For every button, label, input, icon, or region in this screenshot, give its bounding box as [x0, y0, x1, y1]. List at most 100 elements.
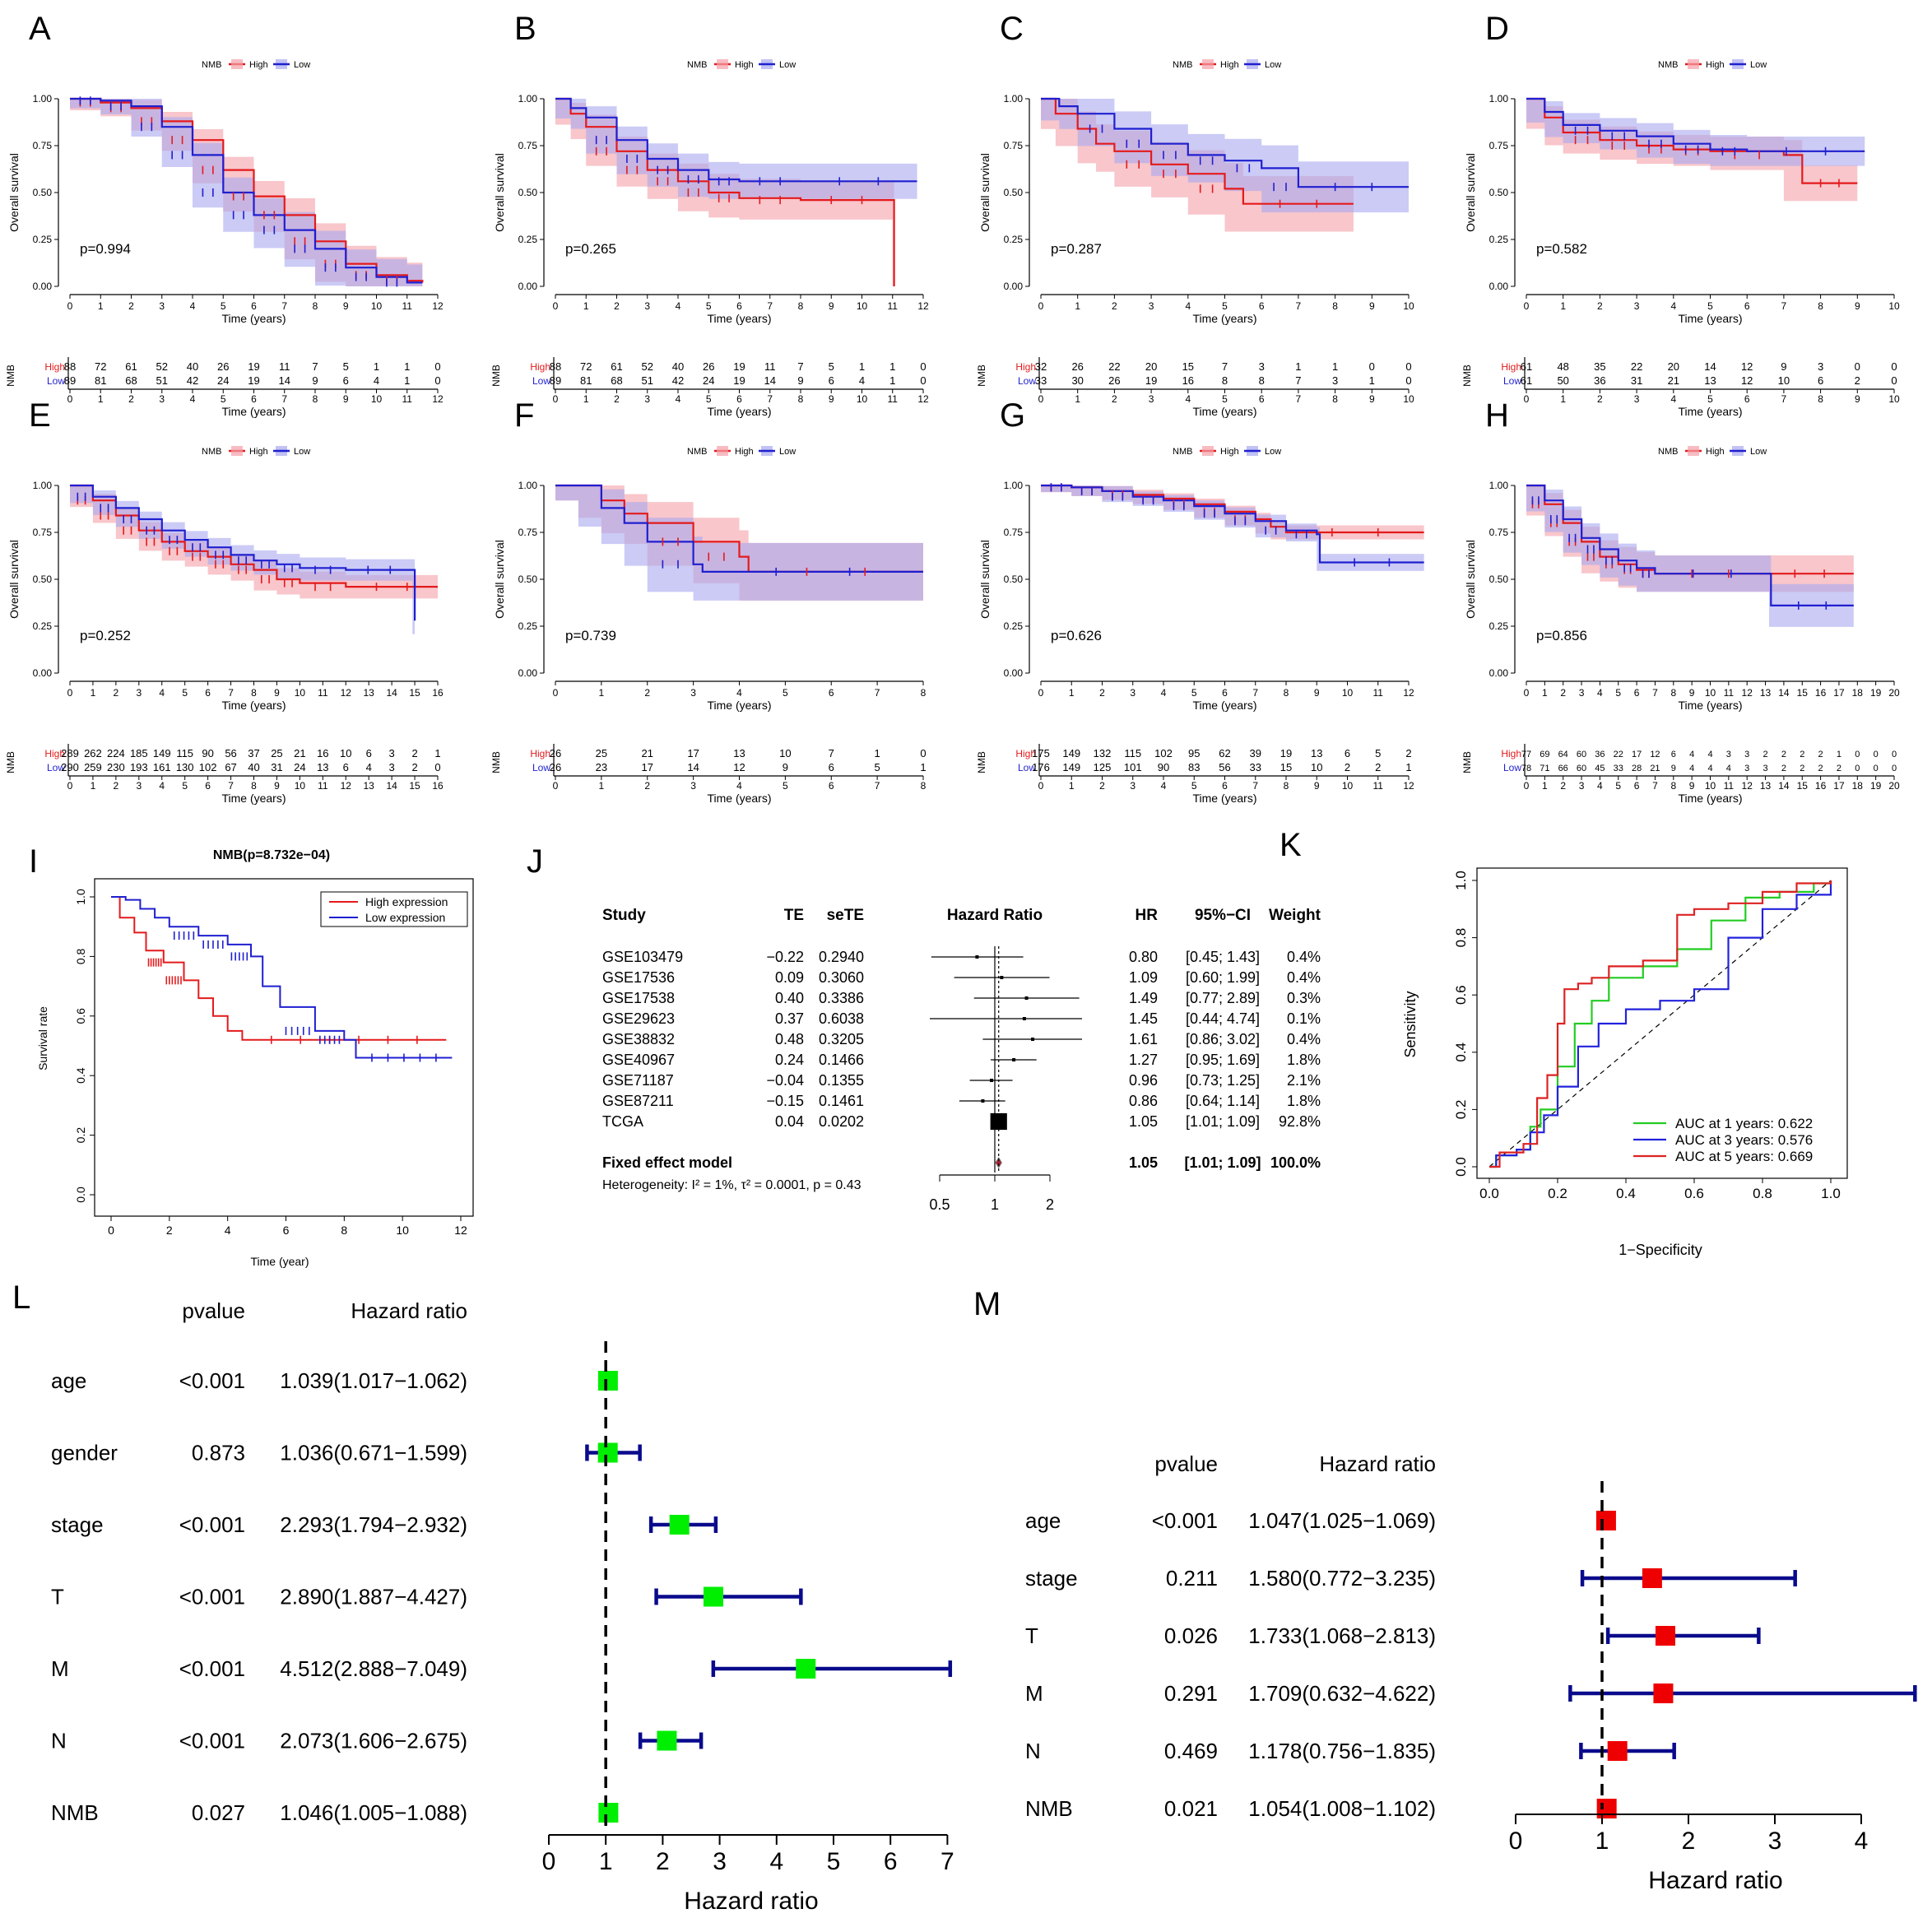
x-tick-label: 4: [769, 1848, 783, 1875]
row-T: T 0.026 1.733(1.068−2.813): [1025, 1623, 1761, 1648]
x-tick-label: 0: [1524, 687, 1530, 699]
risk-low-count: 290: [61, 761, 79, 773]
risk-tick-label: 4: [736, 780, 742, 792]
x-tick-label: 5: [221, 300, 226, 312]
hr-marker: [1595, 1511, 1616, 1530]
risk-high-count: 61: [1521, 360, 1532, 373]
risk-high-count: 5: [1375, 747, 1381, 759]
panel-letter: L: [12, 1279, 30, 1316]
x-tick-label: 8: [1284, 687, 1289, 699]
risk-low-count: 19: [733, 374, 745, 387]
risk-group-label: NMB: [1461, 365, 1473, 387]
risk-tick-label: 9: [1855, 393, 1860, 405]
x-tick-label: 4: [190, 300, 196, 312]
risk-low-label: Low: [532, 762, 550, 773]
risk-high-count: 22: [1631, 360, 1642, 373]
x-tick-label: 6: [205, 687, 211, 699]
study-hr: 0.80: [1129, 949, 1158, 965]
col-header-study: Study: [602, 907, 646, 924]
risk-low-count: 17: [642, 761, 653, 773]
risk-low-count: 8: [1222, 374, 1228, 387]
x-tick-label: 13: [1760, 687, 1772, 699]
legend: NMB High Low: [1658, 446, 1767, 457]
risk-tick-label: 6: [1634, 780, 1640, 792]
risk-high-count: 21: [294, 747, 305, 759]
risk-low-count: 40: [248, 761, 259, 773]
risk-high-count: 16: [317, 747, 328, 759]
legend: NMB High Low: [1173, 446, 1281, 457]
risk-tick-label: 5: [706, 393, 712, 405]
risk-high-count: 1: [1837, 750, 1841, 759]
risk-high-count: 52: [642, 360, 653, 373]
risk-high-count: 25: [596, 747, 607, 759]
fixed-diamond: [995, 1157, 1002, 1168]
x-axis-title: Time (years): [221, 699, 286, 712]
x-tick-label: 6: [1634, 687, 1640, 699]
y-axis: 0.00 0.25 0.50 0.75 1.00 Overall survival: [493, 93, 545, 292]
y-tick-label: 0.50: [1489, 574, 1509, 585]
study-weight-box: [1022, 1017, 1026, 1020]
x-tick-label: 14: [1778, 687, 1790, 699]
x-tick-label: 2: [1112, 300, 1117, 312]
x-axis-title: Time (year): [250, 1255, 309, 1268]
risk-tick-label: 8: [921, 780, 927, 792]
x-tick-label: 4: [1161, 687, 1167, 699]
risk-high-count: 64: [1558, 750, 1568, 759]
risk-x-title: Time (years): [221, 405, 286, 418]
y-tick-label: 0.25: [518, 620, 538, 632]
risk-tick-label: 12: [917, 393, 929, 405]
low-curve: [555, 97, 917, 183]
y-tick-label: 0.75: [518, 140, 538, 151]
y-tick-label: 0.8: [1453, 928, 1469, 948]
risk-high-label: High: [1501, 361, 1521, 373]
study-te: −0.15: [766, 1093, 804, 1109]
risk-group-label: NMB: [490, 751, 502, 773]
risk-high-count: 19: [1280, 747, 1292, 759]
legend-high-label: High: [735, 447, 754, 457]
risk-low-count: 26: [1108, 374, 1120, 387]
study-ci-text: [0.86; 3.02]: [1186, 1031, 1260, 1047]
study-row: GSE87211 −0.15 0.1461 0.86 [0.64; 1.14] 1.8%: [602, 1093, 1321, 1109]
x-tick-label: 2: [1099, 687, 1105, 699]
risk-tick-label: 14: [1778, 780, 1790, 792]
row-label: age: [51, 1368, 86, 1393]
legend-high-label: High: [1220, 447, 1239, 457]
km-panel-I: I NMB(p=8.732e−04) 0 2 4 6 8 10 12 0.0 0.2 0.4 0.6 0.…: [29, 843, 474, 1268]
low-curve: [70, 97, 423, 284]
risk-tick-label: 10: [1888, 393, 1900, 405]
x-tick-label: 6: [829, 687, 834, 699]
risk-tick-label: 0: [67, 780, 73, 792]
study-name: GSE103479: [602, 949, 683, 965]
risk-low-count: 9: [1671, 764, 1676, 773]
row-label: M: [1025, 1681, 1043, 1706]
x-tick-label: 16: [1815, 687, 1827, 699]
risk-tick-label: 7: [767, 393, 773, 405]
risk-low-count: 2: [1375, 761, 1381, 773]
risk-high-count: 20: [1145, 360, 1157, 373]
risk-low-count: 14: [764, 374, 776, 387]
row-hr-text: 2.293(1.794−2.932): [280, 1512, 467, 1537]
study-te: 0.09: [775, 969, 804, 986]
legend-high-label: High expression: [365, 895, 448, 908]
x-tick-label: 17: [1833, 687, 1845, 699]
risk-high-label: High: [44, 361, 65, 373]
risk-low-count: 33: [1250, 761, 1261, 773]
x-axis-title: Time (years): [707, 699, 771, 712]
risk-tick-label: 2: [128, 393, 134, 405]
risk-tick-label: 5: [1222, 393, 1228, 405]
risk-low-count: 61: [1521, 374, 1532, 387]
risk-low-count: 125: [1094, 761, 1112, 773]
risk-high-count: 1: [434, 747, 440, 759]
risk-low-count: 4: [374, 374, 379, 387]
x-tick-label: 2: [1560, 687, 1566, 699]
x-tick-label: 0: [67, 687, 73, 699]
risk-low-count: 14: [687, 761, 699, 773]
x-tick-label: 10: [857, 300, 868, 312]
x-tick-label: 7: [940, 1848, 954, 1875]
risk-tick-label: 11: [1724, 780, 1735, 792]
study-sete: 0.3205: [819, 1031, 864, 1047]
col-header-pvalue: pvalue: [182, 1298, 245, 1323]
legend-high-label: High: [1706, 447, 1725, 457]
risk-tick-label: 0: [1524, 393, 1530, 405]
